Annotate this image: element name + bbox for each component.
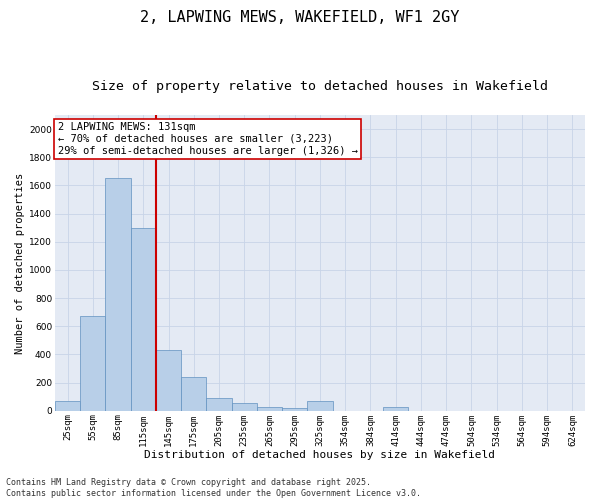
Title: Size of property relative to detached houses in Wakefield: Size of property relative to detached ho… [92,80,548,93]
Bar [106,178,131,411]
Bar [307,401,332,411]
Bar [55,401,80,411]
X-axis label: Distribution of detached houses by size in Wakefield: Distribution of detached houses by size … [145,450,496,460]
Text: 2, LAPWING MEWS, WAKEFIELD, WF1 2GY: 2, LAPWING MEWS, WAKEFIELD, WF1 2GY [140,10,460,25]
Y-axis label: Number of detached properties: Number of detached properties [15,172,25,354]
Bar [383,406,409,411]
Text: 2 LAPWING MEWS: 131sqm
← 70% of detached houses are smaller (3,223)
29% of semi-: 2 LAPWING MEWS: 131sqm ← 70% of detached… [58,122,358,156]
Bar [282,408,307,411]
Bar [206,398,232,411]
Bar [156,350,181,411]
Text: Contains HM Land Registry data © Crown copyright and database right 2025.
Contai: Contains HM Land Registry data © Crown c… [6,478,421,498]
Bar [131,228,156,411]
Bar [181,377,206,411]
Bar [257,406,282,411]
Bar [232,403,257,411]
Bar [80,316,106,411]
